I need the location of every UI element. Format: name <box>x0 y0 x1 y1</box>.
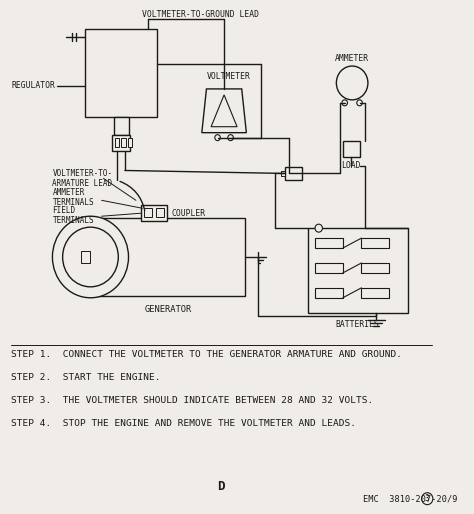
Text: REGULATOR: REGULATOR <box>11 81 55 90</box>
Bar <box>285 168 302 180</box>
Circle shape <box>337 66 368 100</box>
Circle shape <box>228 135 233 141</box>
Text: STEP 3.  THE VOLTMETER SHOULD INDICATE BETWEEN 28 AND 32 VOLTS.: STEP 3. THE VOLTMETER SHOULD INDICATE BE… <box>11 396 373 405</box>
Bar <box>92 218 246 296</box>
Text: VOLTMETER-TO-GROUND LEAD: VOLTMETER-TO-GROUND LEAD <box>142 10 259 19</box>
Text: EMC  3810-207-20/9: EMC 3810-207-20/9 <box>363 494 458 503</box>
Text: GENERATOR: GENERATOR <box>145 305 192 314</box>
Polygon shape <box>202 89 246 133</box>
Circle shape <box>63 227 118 287</box>
Bar <box>114 117 128 135</box>
Bar <box>81 251 91 263</box>
Bar <box>112 135 130 151</box>
Circle shape <box>342 100 347 106</box>
Text: STEP 4.  STOP THE ENGINE AND REMOVE THE VOLTMETER AND LEADS.: STEP 4. STOP THE ENGINE AND REMOVE THE V… <box>11 418 356 428</box>
Bar <box>115 138 119 146</box>
Text: BATTERIES: BATTERIES <box>336 320 380 329</box>
Circle shape <box>357 100 362 106</box>
Text: LOAD: LOAD <box>341 161 361 170</box>
Polygon shape <box>211 95 237 127</box>
Bar <box>141 205 166 221</box>
Bar <box>315 263 343 273</box>
Bar <box>85 29 157 117</box>
Bar <box>156 208 164 217</box>
Bar <box>361 263 389 273</box>
Circle shape <box>315 224 322 232</box>
Text: FIELD
TERMINALS: FIELD TERMINALS <box>53 206 94 225</box>
Text: VOLTMETER: VOLTMETER <box>207 72 251 82</box>
Bar <box>144 208 152 217</box>
Circle shape <box>215 135 220 141</box>
Bar <box>128 138 132 146</box>
Text: STEP 2.  START THE ENGINE.: STEP 2. START THE ENGINE. <box>11 373 160 382</box>
Text: 3: 3 <box>425 494 429 503</box>
Circle shape <box>422 493 433 505</box>
Circle shape <box>53 216 128 298</box>
Text: COUPLER: COUPLER <box>171 209 205 218</box>
Bar <box>343 141 360 157</box>
Text: AMMETER: AMMETER <box>335 53 369 63</box>
Text: D: D <box>218 480 225 493</box>
Text: STEP 1.  CONNECT THE VOLTMETER TO THE GENERATOR ARMATURE AND GROUND.: STEP 1. CONNECT THE VOLTMETER TO THE GEN… <box>11 350 401 359</box>
Bar <box>315 288 343 298</box>
Text: AMMETER
TERMINALS: AMMETER TERMINALS <box>53 188 94 207</box>
Bar <box>308 228 408 313</box>
Bar <box>361 288 389 298</box>
Bar <box>315 238 343 248</box>
Text: VOLTMETER-TO-
ARMATURE LEAD: VOLTMETER-TO- ARMATURE LEAD <box>53 169 112 188</box>
Bar <box>361 238 389 248</box>
Bar <box>121 138 126 146</box>
Bar <box>281 172 285 176</box>
